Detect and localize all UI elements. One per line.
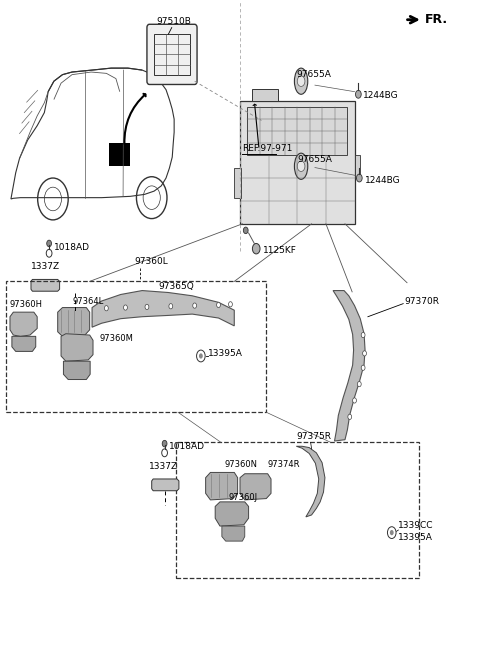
Text: 1018AD: 1018AD <box>54 243 90 252</box>
Circle shape <box>387 527 396 539</box>
Circle shape <box>243 227 248 234</box>
Polygon shape <box>296 446 325 517</box>
Text: 97655A: 97655A <box>297 154 332 164</box>
Polygon shape <box>205 472 238 500</box>
Circle shape <box>47 240 51 247</box>
Text: 97510B: 97510B <box>156 16 192 26</box>
Text: 1339CC: 1339CC <box>398 521 434 530</box>
Circle shape <box>199 353 203 359</box>
Polygon shape <box>240 474 271 500</box>
Polygon shape <box>61 334 93 361</box>
Polygon shape <box>152 479 179 491</box>
FancyBboxPatch shape <box>247 107 348 155</box>
Circle shape <box>353 398 357 403</box>
Text: 97360M: 97360M <box>99 334 133 343</box>
Circle shape <box>216 302 220 307</box>
Text: FR.: FR. <box>425 13 448 26</box>
Circle shape <box>297 161 305 171</box>
Text: 13395A: 13395A <box>207 349 242 358</box>
Text: 97360H: 97360H <box>10 300 43 309</box>
Circle shape <box>169 304 173 309</box>
Circle shape <box>363 351 366 356</box>
Text: 1244BG: 1244BG <box>365 175 401 185</box>
Circle shape <box>361 332 365 338</box>
Text: 97360J: 97360J <box>228 493 257 502</box>
Text: 1244BG: 1244BG <box>363 91 399 99</box>
Text: 97374R: 97374R <box>268 460 300 469</box>
Circle shape <box>105 306 108 311</box>
Circle shape <box>162 449 168 457</box>
Circle shape <box>145 304 149 309</box>
FancyBboxPatch shape <box>147 24 197 85</box>
Text: 97364L: 97364L <box>72 296 103 306</box>
Circle shape <box>252 244 260 254</box>
Circle shape <box>358 382 361 387</box>
Text: 13395A: 13395A <box>398 533 433 542</box>
Text: 97365Q: 97365Q <box>159 282 194 290</box>
Text: 97360N: 97360N <box>225 460 258 469</box>
FancyBboxPatch shape <box>240 101 355 224</box>
Circle shape <box>193 303 197 308</box>
Circle shape <box>46 250 52 257</box>
Circle shape <box>162 440 167 447</box>
Text: 97655A: 97655A <box>296 70 331 79</box>
Text: 97375R: 97375R <box>296 432 331 441</box>
FancyBboxPatch shape <box>109 143 130 166</box>
Ellipse shape <box>294 68 308 95</box>
Polygon shape <box>12 336 36 351</box>
Polygon shape <box>222 526 245 541</box>
FancyBboxPatch shape <box>252 89 278 101</box>
Text: 97360L: 97360L <box>134 257 168 265</box>
Polygon shape <box>333 290 365 441</box>
Text: 1337Z: 1337Z <box>149 462 179 471</box>
Text: REF.97-971: REF.97-971 <box>242 144 293 153</box>
Circle shape <box>348 414 352 419</box>
Circle shape <box>357 174 362 182</box>
Text: 97370R: 97370R <box>405 296 440 306</box>
Circle shape <box>228 302 232 307</box>
Polygon shape <box>10 312 37 336</box>
FancyBboxPatch shape <box>355 155 360 178</box>
Circle shape <box>197 350 205 362</box>
Text: 1018AD: 1018AD <box>169 442 205 451</box>
Circle shape <box>390 530 394 535</box>
Circle shape <box>356 91 361 98</box>
Circle shape <box>361 365 365 371</box>
Text: 1125KF: 1125KF <box>263 246 297 254</box>
Polygon shape <box>215 502 249 526</box>
Circle shape <box>123 305 127 310</box>
Polygon shape <box>63 361 90 380</box>
FancyBboxPatch shape <box>234 168 241 198</box>
Polygon shape <box>58 307 90 336</box>
Polygon shape <box>92 290 234 327</box>
Text: 1337Z: 1337Z <box>31 262 60 271</box>
Circle shape <box>297 76 305 87</box>
Ellipse shape <box>294 153 308 179</box>
Polygon shape <box>31 279 60 291</box>
